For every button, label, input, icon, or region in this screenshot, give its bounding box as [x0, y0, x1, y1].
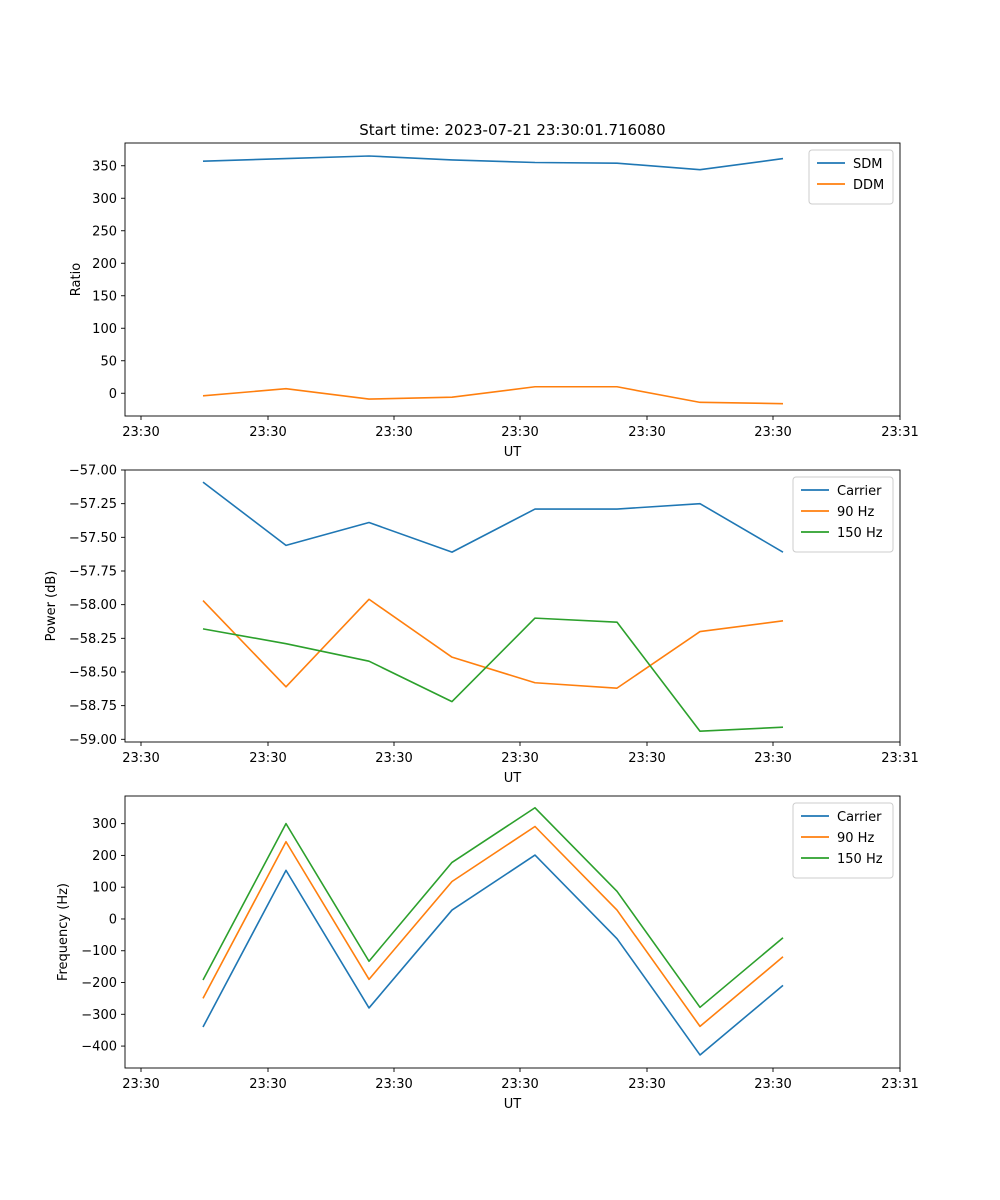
- y-tick-label: −100: [81, 944, 117, 959]
- y-tick-label: −400: [81, 1040, 117, 1055]
- y-tick-label: −57.75: [69, 564, 117, 579]
- x-tick-label: 23:30: [754, 1077, 791, 1092]
- series-line-carrier: [202, 854, 784, 1056]
- x-tick-label: 23:30: [501, 751, 538, 766]
- x-tick-label: 23:30: [249, 425, 286, 440]
- subplot-2: −59.00 −58.75 −58.50 −58.25 −58.00 −57.75 −57.…: [44, 464, 919, 787]
- y-tick-label: −58.50: [69, 665, 117, 680]
- subplot-1: Start time: 2023-07-21 23:30:01.716080 0 5…: [69, 121, 919, 460]
- x-tick-label: 23:31: [881, 425, 918, 440]
- x-tick-label: 23:30: [501, 1077, 538, 1092]
- x-tick-label: 23:30: [249, 751, 286, 766]
- y-tick-label: 0: [109, 912, 117, 927]
- series-line-sdm: [202, 155, 784, 171]
- legend-label: 90 Hz: [837, 505, 874, 520]
- y-axis-label: Frequency (Hz): [56, 883, 71, 981]
- legend-label: SDM: [853, 157, 882, 172]
- x-tick-label: 23:30: [122, 751, 159, 766]
- series-line-150-hz: [202, 617, 784, 733]
- series-line-90-hz: [202, 598, 784, 689]
- legend-label: DDM: [853, 178, 884, 193]
- series-line-ddm: [202, 385, 784, 405]
- y-tick-label: 50: [100, 354, 117, 369]
- y-tick-label: 150: [92, 289, 117, 304]
- axes-frame: [124, 469, 901, 743]
- x-tick-label: 23:30: [754, 751, 791, 766]
- x-tick-label: 23:31: [881, 1077, 918, 1092]
- x-tick-label: 23:30: [122, 425, 159, 440]
- x-tick-label: 23:30: [628, 751, 665, 766]
- y-tick-label: 200: [92, 849, 117, 864]
- axes-frame: [124, 142, 901, 417]
- y-tick-label: −58.25: [69, 632, 117, 647]
- x-tick-label: 23:30: [375, 751, 412, 766]
- y-tick-label: 0: [109, 387, 117, 402]
- x-tick-label: 23:30: [375, 1077, 412, 1092]
- x-tick-label: 23:30: [122, 1077, 159, 1092]
- y-tick-label: −57.25: [69, 497, 117, 512]
- x-axis-label: UT: [504, 445, 522, 460]
- series-line-150-hz: [202, 806, 784, 1009]
- y-tick-label: −57.50: [69, 531, 117, 546]
- legend: Carrier 90 Hz 150 Hz: [792, 802, 894, 879]
- y-tick-label: −57.00: [69, 464, 117, 479]
- x-tick-label: 23:30: [628, 425, 665, 440]
- axes-frame: [124, 795, 901, 1069]
- x-axis-label: UT: [504, 1097, 522, 1112]
- y-tick-label: 200: [92, 257, 117, 272]
- y-tick-label: 250: [92, 224, 117, 239]
- legend-box: [792, 476, 894, 553]
- series-line-carrier: [202, 481, 784, 553]
- x-tick-label: 23:30: [501, 425, 538, 440]
- y-tick-label: 100: [92, 881, 117, 896]
- y-tick-label: −58.00: [69, 598, 117, 613]
- x-tick-label: 23:30: [249, 1077, 286, 1092]
- series-line-90-hz: [202, 825, 784, 1028]
- y-tick-label: 300: [92, 192, 117, 207]
- subplot-3: −400 −300 −200 −100 0 100 200 300 23:30 23:30 23:3…: [56, 795, 919, 1112]
- y-tick-label: 350: [92, 159, 117, 174]
- legend-label: Carrier: [837, 484, 882, 499]
- legend-label: Carrier: [837, 810, 882, 825]
- y-tick-label: −58.75: [69, 699, 117, 714]
- legend-box: [792, 802, 894, 879]
- x-tick-label: 23:31: [881, 751, 918, 766]
- x-tick-label: 23:30: [375, 425, 412, 440]
- y-tick-label: −59.00: [69, 733, 117, 748]
- x-tick-label: 23:30: [628, 1077, 665, 1092]
- legend-label: 150 Hz: [837, 526, 883, 541]
- y-axis-label: Power (dB): [44, 571, 59, 642]
- legend: SDM DDM: [808, 149, 894, 205]
- chart-title: Start time: 2023-07-21 23:30:01.716080: [359, 121, 665, 139]
- y-axis-label: Ratio: [69, 263, 84, 296]
- y-tick-label: −200: [81, 976, 117, 991]
- x-tick-label: 23:30: [754, 425, 791, 440]
- legend-label: 90 Hz: [837, 831, 874, 846]
- x-axis-label: UT: [504, 771, 522, 786]
- y-tick-label: 300: [92, 817, 117, 832]
- y-tick-label: 100: [92, 322, 117, 337]
- legend-label: 150 Hz: [837, 852, 883, 867]
- legend: Carrier 90 Hz 150 Hz: [792, 476, 894, 553]
- y-tick-label: −300: [81, 1008, 117, 1023]
